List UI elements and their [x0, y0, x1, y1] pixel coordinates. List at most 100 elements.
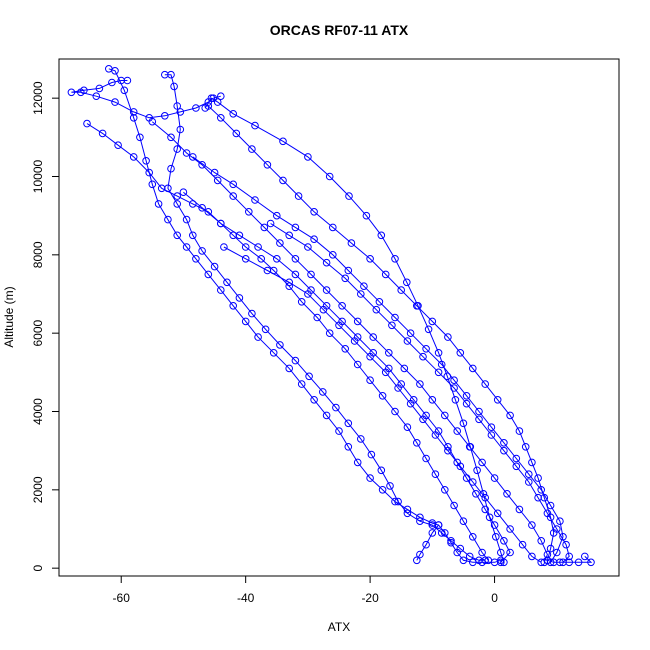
data-point: [276, 239, 284, 247]
data-point: [297, 380, 306, 388]
data-point: [543, 550, 552, 559]
data-point: [500, 446, 508, 455]
data-point: [394, 384, 402, 392]
data-point: [444, 333, 452, 341]
data-point: [273, 211, 281, 220]
data-point: [385, 349, 393, 357]
data-point: [279, 176, 287, 185]
data-point: [229, 192, 237, 200]
data-point: [478, 558, 486, 567]
data-point: [503, 490, 511, 498]
data-point: [450, 501, 458, 510]
data-point: [478, 548, 486, 557]
data-point: [248, 309, 256, 318]
data-point: [528, 552, 536, 561]
data-point: [441, 529, 449, 537]
data-point: [424, 325, 433, 334]
data-point: [565, 558, 574, 567]
data-point: [269, 349, 278, 357]
data-point: [182, 215, 191, 224]
series-line: [86, 123, 489, 561]
data-point: [291, 270, 300, 279]
data-point: [492, 533, 500, 541]
data-point: [241, 317, 250, 326]
data-point: [322, 286, 331, 294]
data-point: [400, 364, 409, 373]
data-point: [497, 556, 505, 565]
data-point: [437, 360, 446, 369]
data-point: [521, 443, 530, 451]
data-point: [377, 231, 386, 240]
data-point: [413, 439, 421, 447]
x-axis: -60 -40 -20 0: [113, 575, 498, 605]
data-point: [381, 368, 390, 377]
data-point: [204, 270, 213, 279]
series-5: [83, 119, 493, 565]
data-point: [198, 247, 206, 255]
data-point: [543, 556, 552, 565]
series-8: [189, 153, 567, 567]
y-tick-label: 2000: [31, 476, 45, 503]
data-point: [192, 254, 200, 263]
data-point: [391, 407, 399, 416]
series-line: [71, 80, 221, 119]
y-tick-label: 6000: [31, 319, 45, 346]
data-point: [235, 294, 244, 302]
series-6: [204, 102, 558, 565]
data-point: [431, 470, 440, 479]
data-point: [173, 102, 181, 110]
data-point: [285, 282, 294, 291]
data-point: [304, 153, 312, 161]
series-13: [543, 552, 595, 567]
data-point: [465, 552, 474, 561]
data-point: [254, 243, 262, 251]
data-point: [344, 419, 353, 428]
data-point: [285, 364, 294, 373]
data-point: [304, 290, 312, 298]
data-point: [574, 558, 583, 567]
data-point: [462, 392, 471, 400]
data-point: [213, 98, 222, 106]
data-point: [167, 133, 175, 142]
data-point: [164, 215, 172, 224]
data-point: [338, 302, 346, 310]
data-point: [148, 117, 157, 126]
data-point: [279, 137, 287, 146]
data-point: [518, 540, 527, 549]
data-point: [291, 356, 300, 365]
data-point: [581, 552, 589, 561]
data-point: [469, 364, 477, 373]
data-point: [204, 102, 213, 110]
data-point: [210, 262, 219, 271]
data-point: [325, 329, 334, 338]
data-point: [291, 223, 300, 232]
data-point: [441, 411, 449, 420]
data-point: [481, 380, 490, 388]
data-point: [257, 254, 266, 263]
data-point: [170, 82, 178, 91]
data-point: [381, 270, 390, 279]
data-point: [391, 313, 399, 322]
series-line: [416, 524, 501, 563]
data-point: [353, 458, 362, 467]
data-point: [192, 104, 200, 112]
data-point: [111, 98, 119, 106]
data-point: [493, 509, 502, 518]
data-point: [114, 141, 122, 149]
data-point: [475, 407, 483, 416]
data-point: [556, 517, 564, 526]
data-point: [129, 114, 138, 122]
data-point: [559, 533, 567, 541]
data-point: [493, 396, 502, 404]
data-point: [310, 235, 318, 243]
series-line: [204, 97, 505, 563]
data-point: [335, 321, 343, 330]
data-point: [220, 243, 228, 251]
data-point: [294, 192, 303, 200]
data-point: [357, 435, 365, 443]
x-axis-label: ATX: [328, 620, 350, 634]
data-point: [182, 243, 191, 251]
data-point: [406, 399, 415, 408]
